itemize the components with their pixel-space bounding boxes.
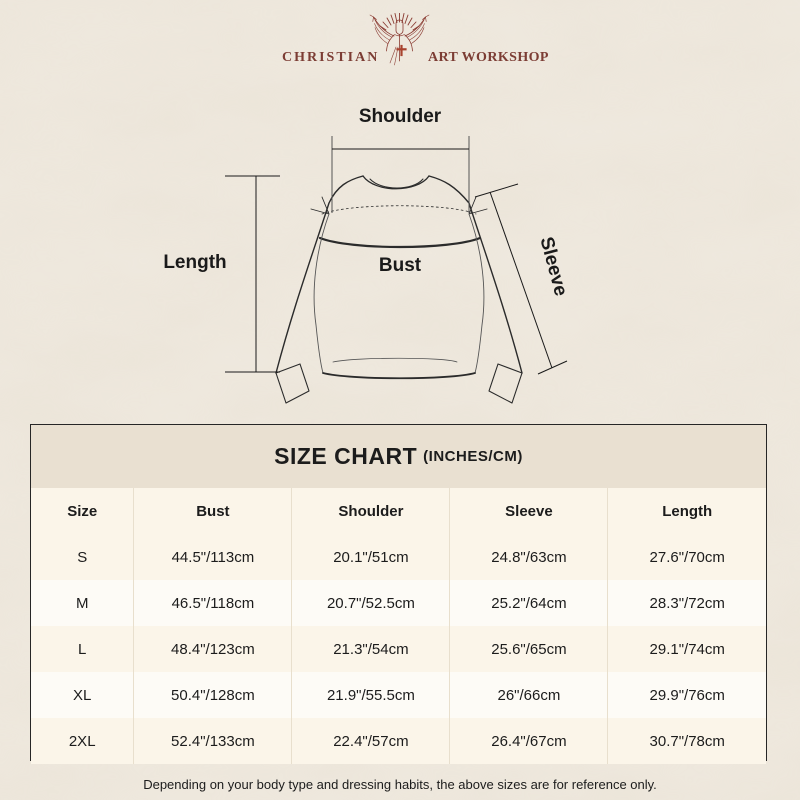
svg-text:Bust: Bust — [379, 255, 422, 276]
svg-text:Sleeve: Sleeve — [535, 235, 571, 299]
svg-text:Shoulder: Shoulder — [359, 106, 442, 127]
svg-text:Length: Length — [163, 252, 226, 273]
